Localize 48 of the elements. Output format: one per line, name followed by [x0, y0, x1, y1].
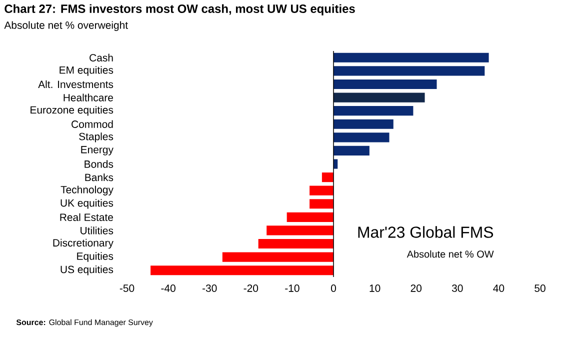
- bar: [150, 266, 334, 276]
- x-tick-label: 50: [534, 284, 546, 292]
- chart-subtitle: Absolute net % overweight: [4, 21, 128, 31]
- bar: [258, 238, 334, 249]
- bar: [322, 172, 334, 182]
- bar: [334, 52, 489, 62]
- bar: [334, 92, 425, 102]
- x-tick-label: 0: [331, 284, 336, 292]
- y-tick-label: Staples: [79, 132, 114, 142]
- y-tick-label: US equities: [60, 265, 114, 276]
- y-tick-label: Healthcare: [64, 94, 114, 102]
- x-tick-label: 40: [493, 284, 504, 292]
- x-tick-label: -40: [161, 284, 176, 292]
- chart-title: Chart 27: FMS investors most OW cash, most UW US equities: [4, 4, 355, 16]
- x-tick-label: 20: [410, 284, 422, 292]
- bar: [310, 186, 334, 196]
- x-tick-label: 10: [370, 284, 380, 292]
- bar: [310, 199, 334, 209]
- y-tick-label: UK equities: [60, 199, 114, 209]
- y-tick-label: Commod: [72, 120, 113, 128]
- bar: [334, 66, 485, 76]
- y-tick-label: Energy: [81, 146, 114, 156]
- annotation: Mar'23 Global FMS: [358, 226, 494, 238]
- y-tick-label: Equities: [77, 252, 114, 262]
- y-tick-label: Discretionary: [53, 238, 114, 249]
- y-tick-label: Alt. Investments: [38, 80, 114, 88]
- x-tick-label: -30: [202, 284, 217, 292]
- bar: [334, 132, 390, 142]
- y-tick-label: Technology: [60, 186, 114, 196]
- x-tick-label: -50: [120, 284, 134, 292]
- bar: [266, 226, 334, 236]
- y-tick-label: Utilities: [80, 226, 114, 234]
- bar: [334, 146, 370, 156]
- bar: [334, 106, 414, 116]
- annotation: Absolute net % OW: [406, 250, 494, 258]
- y-tick-label: Banks: [85, 173, 114, 182]
- bar: [222, 252, 334, 262]
- y-tick-label: Eurozone equities: [30, 106, 114, 116]
- x-tick-label: -10: [285, 284, 300, 292]
- y-tick-label: Cash: [90, 54, 113, 62]
- x-tick-label: 30: [452, 284, 463, 292]
- y-tick-label: Bonds: [84, 160, 114, 168]
- y-tick-label: Real Estate: [60, 213, 113, 222]
- bar: [286, 212, 334, 222]
- bar: [334, 119, 394, 129]
- bar: [334, 79, 437, 90]
- x-tick-label: -20: [244, 284, 258, 292]
- y-tick-label: EM equities: [60, 66, 114, 76]
